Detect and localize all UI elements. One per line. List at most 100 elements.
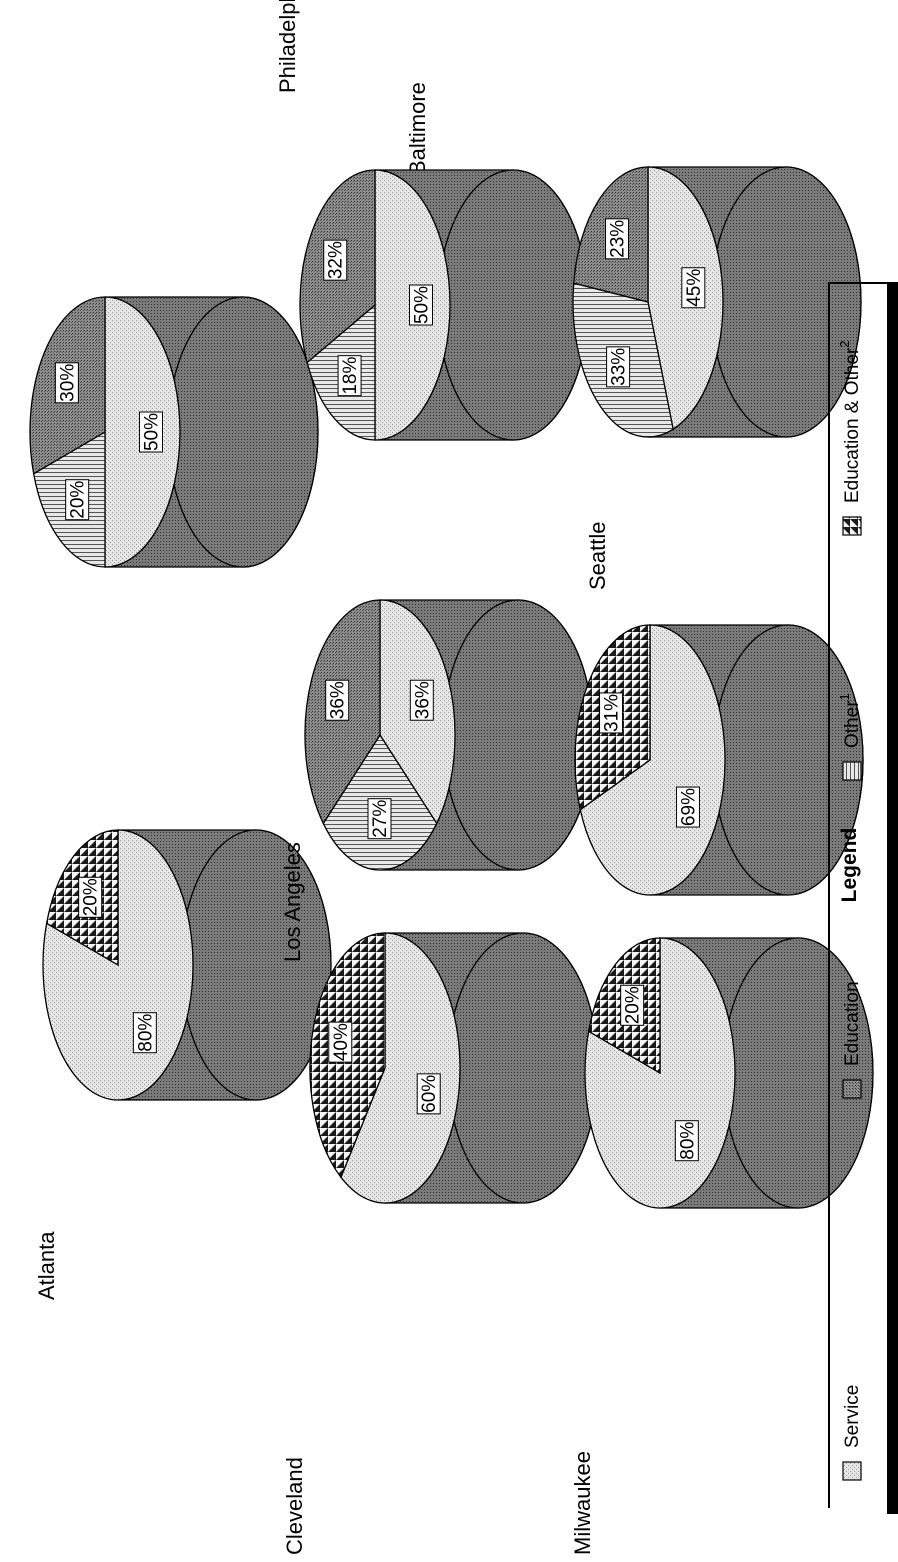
slice-label-box [78, 876, 103, 918]
slice-label: 60% [416, 1073, 441, 1115]
slice-label-box [367, 798, 392, 840]
slice-label-box [605, 218, 629, 260]
slice-label: 36% [325, 679, 350, 721]
slice-label-box [606, 346, 631, 388]
slice-label-box [132, 1012, 157, 1054]
pies-layer: 80% 20% Atlanta 60% 40% Cleveland 80% 20% Milwau… [29, 0, 874, 1555]
pie-title-group: Milwaukee [570, 1451, 595, 1555]
slice-label: 32% [323, 239, 348, 281]
slice-label-box [323, 239, 348, 281]
slice-label-text: 80% [135, 1014, 156, 1052]
legend-entry-service: Service [842, 1385, 863, 1481]
slice-label-text: 23% [608, 220, 629, 258]
slice-label-text: 32% [326, 241, 347, 279]
slice-label-text: 80% [677, 1122, 698, 1160]
legend-label: Education & Other2 [837, 341, 863, 504]
pie-title-group: Baltimore [405, 82, 430, 175]
slice-label: 18% [337, 355, 362, 397]
slice-label-text: 50% [142, 413, 163, 451]
pie-title-group: Seattle [585, 522, 610, 591]
slice-label-box [409, 284, 433, 326]
slice-label-text: 40% [331, 1023, 352, 1061]
pie-title-group: Atlanta [34, 1231, 59, 1300]
slice-label: 20% [78, 876, 103, 918]
slice-label: 20% [620, 984, 645, 1026]
pie-philadelphia: 50% 18% 32% Philadelphia [275, 0, 589, 441]
legend: Legend Service Education Other1 Education &… [828, 282, 898, 1514]
slice-label-text: 69% [678, 788, 699, 826]
pie-title: Philadelphia [275, 0, 300, 93]
slice-label: 31% [599, 692, 624, 734]
slice-label: 45% [681, 267, 706, 309]
slice-label: 36% [409, 679, 434, 721]
legend-label: Other1 [837, 693, 863, 748]
slice-label-text: 20% [623, 986, 644, 1024]
legend-entry-other: Other1 [837, 693, 863, 781]
slice-label-box [54, 362, 79, 404]
slice-label: 50% [139, 411, 163, 453]
slice-label: 69% [675, 786, 700, 828]
slice-label-text: 33% [609, 348, 630, 386]
legend-swatch [842, 1079, 862, 1099]
pie-los-angeles: 36% 27% 36% Los Angeles [280, 599, 594, 962]
slice-label: 40% [328, 1021, 353, 1063]
slice-label-text: 60% [419, 1075, 440, 1113]
slice-label-box [416, 1073, 441, 1115]
legend-entry-education: Education [842, 981, 863, 1099]
legend-frame [828, 282, 898, 1508]
slice-label-box [325, 679, 350, 721]
slice-label-text: 50% [412, 286, 433, 324]
legend-items: Service Education Other1 Education & Other2 [837, 341, 863, 1481]
pie-title: Baltimore [405, 82, 430, 175]
slice-label-text: 30% [57, 364, 78, 402]
slice-label: 50% [409, 284, 433, 326]
slice-label: 20% [65, 479, 90, 521]
pie-title: Milwaukee [570, 1451, 595, 1555]
pie-milwaukee: 80% 20% Milwaukee [570, 937, 874, 1555]
pie-san-francisco: 45%33%23%San Francisco [572, 166, 862, 438]
pie-title: Atlanta [34, 1231, 59, 1300]
pie-title-group: Philadelphia [275, 0, 300, 93]
legend-entry-education-other: Education & Other2 [837, 341, 863, 536]
pie-slice-service [340, 932, 461, 1204]
pie-base [722, 937, 874, 1209]
legend-swatch [842, 761, 862, 781]
slice-label-box [409, 679, 434, 721]
slice-label: 33% [606, 346, 631, 388]
slice-label-text: 36% [328, 681, 349, 719]
slice-label: 80% [132, 1012, 157, 1054]
pie-title: Los Angeles [280, 842, 305, 962]
slice-label: 23% [605, 218, 629, 260]
slice-label-box [139, 411, 163, 453]
pie-title: Cleveland [282, 1457, 307, 1555]
slice-label-box [681, 267, 706, 309]
pie-baltimore: 50% 20% 30% Baltimore [29, 82, 430, 568]
slice-label: 80% [674, 1120, 699, 1162]
slice-label-text: 31% [602, 694, 623, 732]
pie-title-group: Los Angeles [280, 842, 305, 962]
pie-base [710, 166, 862, 438]
legend-swatch [842, 1461, 862, 1481]
slice-label-box [620, 984, 645, 1026]
legend-label: Education [842, 981, 863, 1066]
slice-label-box [674, 1120, 699, 1162]
pie-title: Seattle [585, 522, 610, 591]
legend-shadow [887, 284, 898, 1514]
slice-label-box [337, 355, 362, 397]
legend-title: Legend [838, 828, 861, 903]
pie-base [180, 829, 332, 1101]
slice-label: 30% [54, 362, 79, 404]
slice-label-box [599, 692, 624, 734]
slice-label: 27% [367, 798, 392, 840]
pie-cleveland: 60% 40% Cleveland [282, 932, 599, 1555]
slice-label-text: 20% [68, 481, 89, 519]
pie-base [442, 599, 594, 871]
slice-label-box [328, 1021, 353, 1063]
legend-label: Service [842, 1385, 863, 1448]
slice-label-text: 20% [81, 878, 102, 916]
legend-swatch [842, 516, 862, 536]
pie-title-group: Cleveland [282, 1457, 307, 1555]
pie-base [437, 169, 589, 441]
pie-base [447, 932, 599, 1204]
